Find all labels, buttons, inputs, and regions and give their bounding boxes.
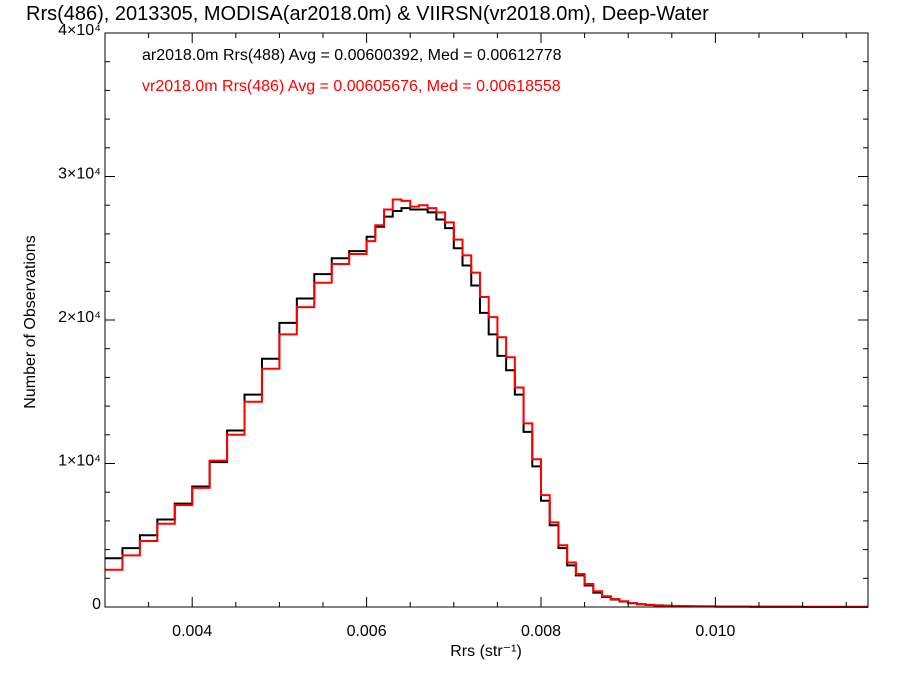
x-tick-label: 0.006 — [347, 623, 387, 640]
y-tick-label: 0 — [92, 596, 101, 613]
tick-layer: 0.004 0.006 0.008 0.010 0 1×10⁴ 2×10⁴ 3×10⁴ 4×10… — [58, 22, 868, 640]
x-tick-label: 0.010 — [695, 623, 735, 640]
x-axis-label: Rrs (str⁻¹) — [450, 643, 522, 660]
y-tick-label: 2×10⁴ — [58, 309, 101, 326]
series-layer — [105, 198, 868, 608]
y-tick-label: 1×10⁴ — [58, 453, 101, 470]
legend-entry-vr2018: vr2018.0m Rrs(486) Avg = 0.00605676, Med… — [142, 78, 561, 95]
y-tick-label: 4×10⁴ — [58, 22, 101, 39]
x-tick-label: 0.008 — [521, 623, 561, 640]
y-tick-label: 3×10⁴ — [58, 166, 101, 183]
y-axis-label: Number of Observations — [22, 235, 39, 408]
plot-frame — [104, 32, 869, 608]
x-tick-label: 0.004 — [172, 623, 212, 640]
chart-title: Rrs(486), 2013305, MODISA(ar2018.0m) & V… — [26, 3, 709, 25]
series-line-vr2018 — [105, 198, 868, 608]
legend-entry-ar2018: ar2018.0m Rrs(488) Avg = 0.00600392, Med… — [142, 47, 562, 64]
